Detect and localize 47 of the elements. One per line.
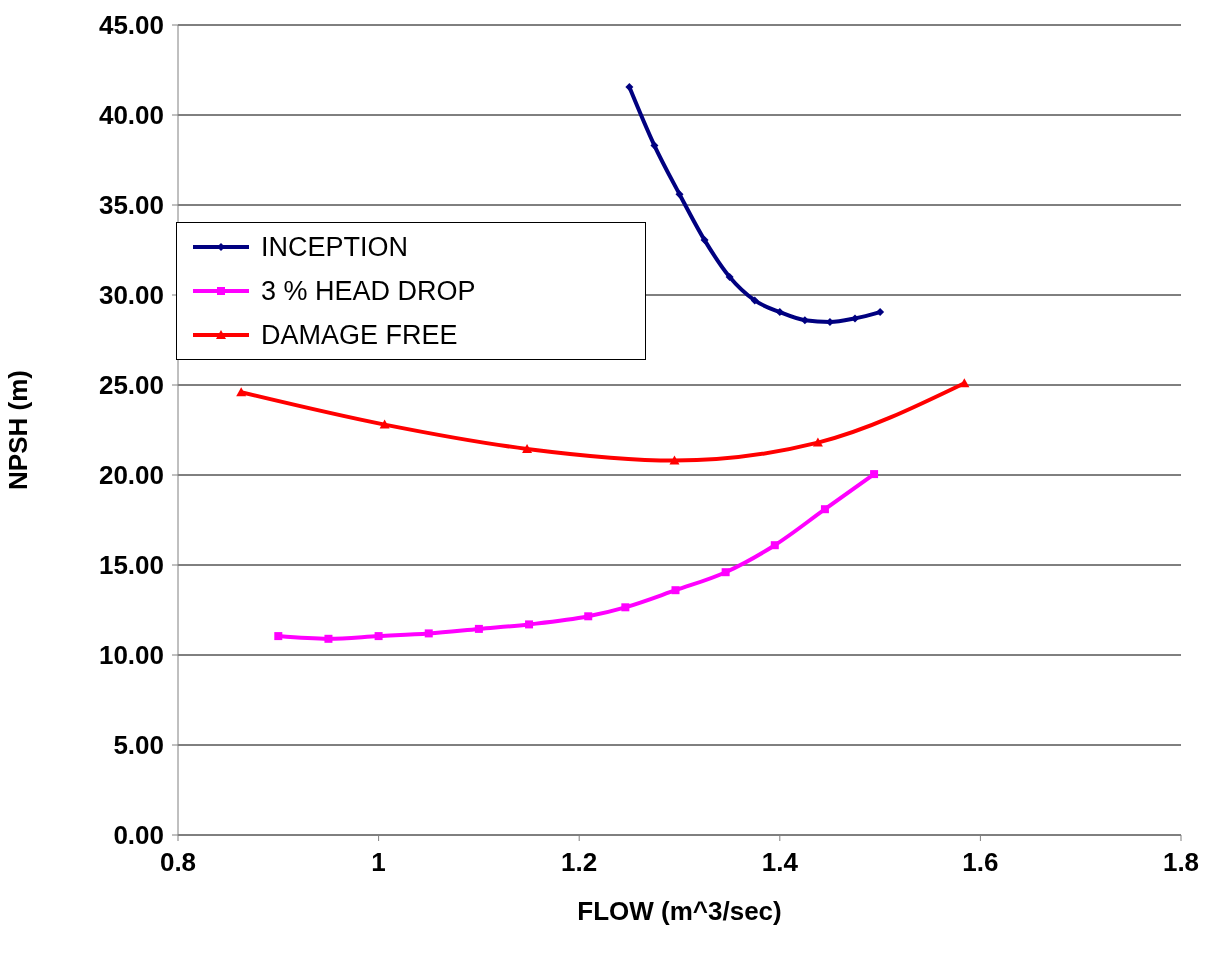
point [669, 455, 680, 465]
y-tick-label: 35.00 [98, 190, 164, 221]
y-tick-label: 40.00 [98, 100, 164, 131]
point [675, 190, 684, 199]
point [584, 612, 593, 621]
y-tick-label: 5.00 [113, 730, 164, 761]
point [522, 443, 533, 453]
point [274, 632, 283, 641]
point [820, 505, 829, 514]
point [770, 541, 779, 550]
point [374, 632, 383, 641]
legend-label: INCEPTION [261, 231, 409, 263]
y-tick-label: 15.00 [98, 550, 164, 581]
point [474, 624, 483, 633]
point [650, 141, 659, 150]
point [324, 634, 333, 643]
legend-label: 3 % HEAD DROP [261, 275, 476, 307]
x-tick-label: 1.8 [1162, 847, 1200, 878]
point [851, 314, 860, 323]
point [725, 273, 734, 281]
y-tick-label: 10.00 [98, 640, 164, 671]
point [721, 568, 730, 577]
point [800, 316, 809, 325]
x-tick-label: 1.2 [561, 847, 598, 878]
x-tick-label: 1.4 [761, 847, 799, 878]
point [876, 308, 885, 317]
x-tick-label: 1.6 [962, 847, 999, 878]
point [236, 387, 247, 397]
y-tick-label: 30.00 [98, 280, 164, 311]
legend-label: DAMAGE FREE [261, 319, 458, 351]
point [424, 629, 433, 638]
y-tick-label: 45.00 [98, 10, 164, 41]
y-tick-label: 20.00 [98, 460, 164, 491]
point [870, 470, 879, 479]
x-axis-title: FLOW (m^3/sec) [577, 896, 782, 926]
y-axis-title: NPSH (m) [3, 370, 34, 490]
point [700, 236, 709, 245]
point [379, 419, 390, 429]
x-tick-label: 1 [371, 847, 386, 878]
point [959, 378, 970, 388]
point [625, 83, 634, 92]
point [621, 603, 630, 612]
point [671, 586, 680, 595]
point [812, 437, 823, 447]
y-tick-label: 25.00 [98, 370, 164, 401]
point [525, 620, 534, 629]
point [750, 296, 759, 305]
